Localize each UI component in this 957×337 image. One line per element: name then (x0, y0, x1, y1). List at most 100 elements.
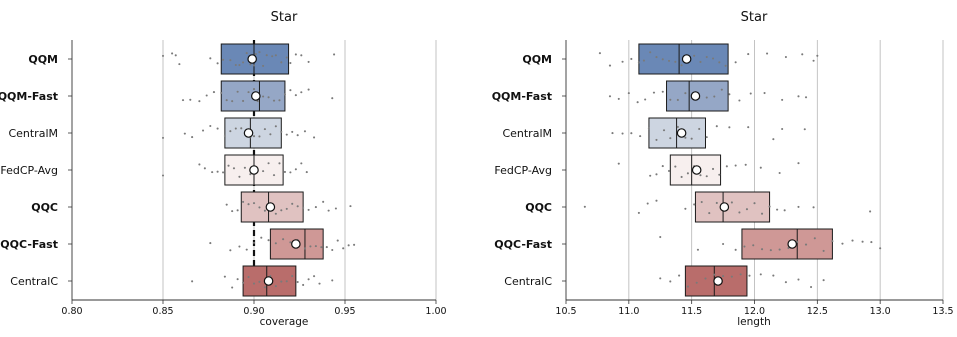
coverage-point-qqc-fast (229, 249, 232, 252)
length-point-qqm (718, 61, 721, 64)
length-point-fedcp-avg (649, 174, 652, 177)
coverage-x-tick-label: 0.80 (61, 306, 82, 317)
coverage-x-axis-label: coverage (260, 316, 309, 328)
coverage-point-centralc (223, 275, 226, 278)
coverage-point-qqm-fast (198, 100, 201, 103)
length-point-qqc-fast (769, 249, 772, 252)
length-point-qqm (784, 55, 787, 59)
coverage-point-centralc (313, 275, 316, 278)
coverage-point-qqc (274, 212, 277, 215)
length-mean-marker-fedcp-avg (691, 165, 702, 175)
length-point-qqc-fast (813, 237, 816, 240)
length-point-centralm (655, 138, 658, 141)
coverage-point-centralm (229, 130, 232, 133)
coverage-point-qqc-fast (314, 245, 317, 248)
coverage-point-qqc-fast (282, 238, 285, 241)
length-point-fedcp-avg (718, 173, 721, 176)
coverage-point-qqm-fast (242, 99, 245, 103)
coverage-point-centralc (302, 283, 305, 287)
length-point-qqc-fast (752, 244, 755, 247)
length-point-qqm (661, 58, 664, 61)
coverage-point-qqc (322, 200, 325, 203)
length-category-label-qqm: QQM (522, 53, 552, 66)
coverage-point-centralc (242, 281, 245, 284)
length-point-qqm (642, 59, 645, 62)
length-point-qqc (637, 211, 640, 214)
length-point-qqm-fast (608, 95, 612, 98)
coverage-point-qqc (225, 203, 228, 206)
coverage-point-qqc (291, 202, 294, 205)
coverage-point-fedcp-avg (161, 174, 165, 177)
coverage-point-centralc (258, 280, 261, 283)
length-point-qqm (608, 64, 612, 67)
coverage-mean-marker-centralm (243, 128, 254, 138)
length-point-qqc-fast (722, 242, 725, 246)
coverage-point-fedcp-avg (222, 171, 225, 174)
coverage-point-centralc (307, 278, 310, 281)
length-mean-marker-qqm-fast (690, 91, 701, 101)
coverage-category-label-qqm-fast: QQM-Fast (0, 90, 58, 103)
coverage-point-centralm (216, 127, 219, 130)
length-axes: 10.5 11.0 11.5 12.0 12.5 13.0 13.5 QQM QQM-Fast C… (492, 40, 954, 317)
length-point-qqm-fast (636, 101, 639, 104)
length-point-qqm-fast (669, 98, 672, 101)
length-point-centralm (728, 126, 731, 129)
coverage-point-qqm (333, 53, 336, 56)
coverage-point-qqc-fast (245, 248, 248, 251)
coverage-point-centralm (191, 136, 194, 139)
length-point-fedcp-avg (686, 172, 689, 175)
length-point-centralm (715, 125, 718, 128)
coverage-point-fedcp-avg (283, 170, 286, 174)
coverage-point-qqm (289, 61, 292, 65)
length-point-qqm-fast (684, 92, 687, 95)
length-point-centralc (659, 277, 662, 280)
coverage-point-centralm (303, 130, 307, 133)
length-point-qqm-fast (676, 98, 679, 101)
coverage-point-qqm-fast (278, 99, 281, 102)
coverage-point-qqc (285, 207, 288, 210)
coverage-point-centralm (201, 129, 205, 132)
length-box-qqc-fast (741, 228, 833, 260)
coverage-point-fedcp-avg (216, 170, 219, 173)
length-point-centralm (676, 125, 679, 128)
coverage-marks (161, 40, 356, 300)
coverage-point-qqc-fast (209, 242, 212, 245)
coverage-point-fedcp-avg (211, 171, 214, 174)
coverage-point-qqm-fast (289, 89, 292, 92)
coverage-point-qqc-fast (347, 244, 350, 247)
coverage-point-qqm (271, 55, 274, 58)
coverage-point-qqc (263, 209, 266, 212)
coverage-point-qqm-fast (181, 99, 185, 102)
coverage-point-qqc-fast (331, 248, 334, 252)
length-point-qqm-fast (713, 95, 716, 98)
length-point-qqm (655, 56, 658, 59)
coverage-mean-marker-fedcp-avg (249, 165, 259, 175)
coverage-point-qqm-fast (294, 94, 297, 97)
length-mean-marker-centralm (676, 128, 687, 138)
length-point-centralc (810, 285, 813, 289)
length-point-qqc (768, 205, 771, 208)
length-mean-marker-qqc-fast (787, 239, 797, 249)
length-point-qqm-fast (652, 91, 656, 94)
coverage-point-qqm (254, 53, 257, 56)
coverage-point-centralm (263, 128, 266, 131)
coverage-point-centralc (274, 285, 277, 288)
coverage-point-qqm (229, 59, 232, 62)
coverage-point-centralc (231, 286, 234, 289)
coverage-point-qqm-fast (272, 99, 276, 102)
length-x-axis-label: length (737, 316, 770, 328)
length-point-fedcp-avg (797, 162, 800, 165)
coverage-point-qqm (307, 60, 310, 63)
length-x-tick-label: 12.5 (807, 306, 828, 317)
length-point-qqc (812, 206, 815, 209)
length-point-fedcp-avg (655, 173, 658, 176)
length-point-centralc (722, 275, 725, 278)
length-point-centralc (695, 281, 698, 284)
coverage-point-qqm-fast (252, 88, 256, 91)
length-point-centralc (739, 273, 742, 276)
coverage-point-centralc (247, 275, 250, 279)
coverage-point-fedcp-avg (203, 167, 206, 170)
coverage-mean-marker-qqm-fast (251, 91, 261, 101)
